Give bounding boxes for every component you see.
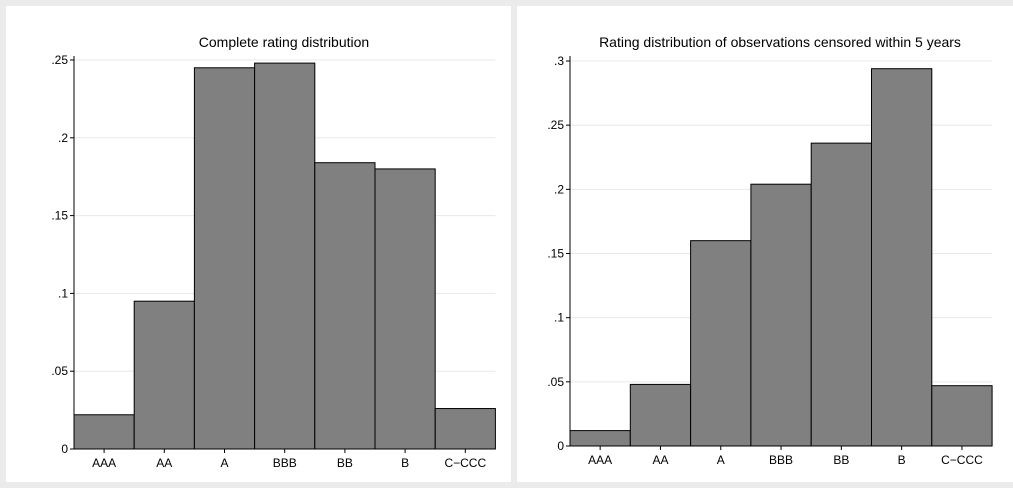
y-tick-label: .15 <box>547 247 564 261</box>
x-tick-label: B <box>401 456 409 470</box>
bar-cccc <box>931 385 993 447</box>
y-tick-label: .2 <box>58 131 68 145</box>
bar-b <box>374 168 436 450</box>
x-tick-label: A <box>717 453 725 467</box>
bar-cccc <box>434 408 496 450</box>
x-tick-label: AAA <box>588 453 612 467</box>
y-tick-label: .1 <box>58 286 68 300</box>
x-tick-label: AA <box>156 456 172 470</box>
chart-title: Complete rating distribution <box>199 34 369 50</box>
bar-b <box>871 68 933 447</box>
x-tick-label: B <box>898 453 906 467</box>
bar-aaa <box>73 414 135 450</box>
y-tick-label: .2 <box>554 182 564 196</box>
y-tick-label: .05 <box>547 375 564 389</box>
y-tick-label: .1 <box>554 311 564 325</box>
bar-aaa <box>569 430 631 447</box>
y-tick-label: .15 <box>51 209 68 223</box>
bar-bb <box>810 142 873 447</box>
x-tick-label: BBB <box>273 456 297 470</box>
y-tick-label: 0 <box>557 439 564 453</box>
bar-bbb <box>254 62 316 450</box>
x-tick-label: AA <box>652 453 668 467</box>
complete-rating-chart: Complete rating distribution 0 .05 .1 .15 .2… <box>51 34 496 470</box>
x-tick-label: BB <box>833 453 849 467</box>
y-tick-label: .25 <box>51 53 68 67</box>
bar-aa <box>629 383 692 447</box>
x-tick-label: A <box>220 456 228 470</box>
bar-a <box>690 240 752 447</box>
x-tick-label: C−CCC <box>444 456 486 470</box>
y-tick-label: .3 <box>554 54 564 68</box>
x-tick-label: C−CCC <box>941 453 983 467</box>
bar-a <box>193 67 256 450</box>
bar-bb <box>314 162 376 450</box>
x-tick-label: BB <box>337 456 353 470</box>
y-tick-label: 0 <box>61 442 68 456</box>
bar-bbb <box>750 183 812 447</box>
chart-panel-censored: Rating distribution of observations cens… <box>517 6 1013 482</box>
x-tick-label: BBB <box>769 453 793 467</box>
chart-panel-complete: Complete rating distribution 0 .05 .1 .15 .2… <box>6 6 511 482</box>
x-tick-label: AAA <box>92 456 116 470</box>
chart-title: Rating distribution of observations cens… <box>599 34 961 50</box>
y-tick-label: .05 <box>51 364 68 378</box>
y-tick-label: .25 <box>547 118 564 132</box>
censored-rating-chart: Rating distribution of observations cens… <box>547 34 993 467</box>
bar-aa <box>133 300 195 450</box>
